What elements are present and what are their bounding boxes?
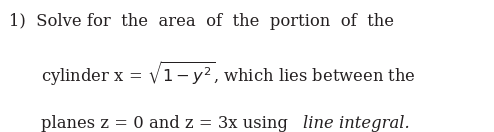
- Text: 1)  Solve for  the  area  of  the  portion  of  the: 1) Solve for the area of the portion of …: [9, 13, 394, 30]
- Text: line integral.: line integral.: [303, 115, 410, 132]
- Text: cylinder x = $\sqrt{1-y^2}$, which lies between the: cylinder x = $\sqrt{1-y^2}$, which lies …: [41, 59, 416, 88]
- Text: planes z = 0 and z = 3x using: planes z = 0 and z = 3x using: [41, 115, 293, 132]
